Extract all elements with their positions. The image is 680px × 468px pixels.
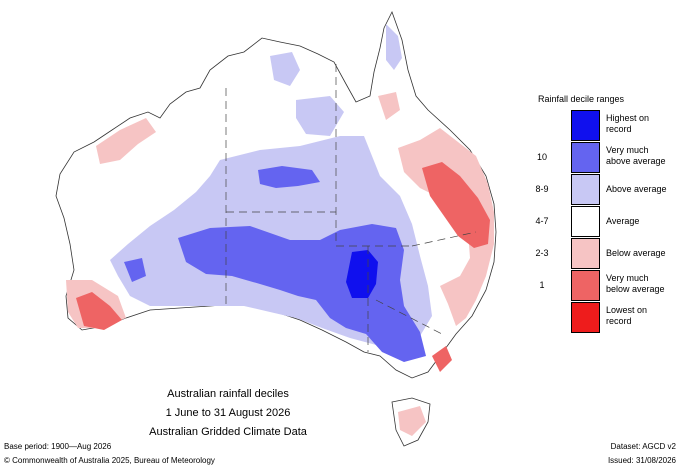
legend-label-line1: Lowest on xyxy=(606,305,648,315)
issued-date: Issued: 31/08/2026 xyxy=(607,456,676,465)
legend-row: 2-3 Below average xyxy=(522,238,672,269)
very-much-above-average-region-2 xyxy=(258,166,320,188)
state-borders xyxy=(225,64,477,352)
legend-range: 1 xyxy=(539,280,545,290)
legend-row: 1 Very much below average xyxy=(522,270,672,301)
legend-label: Highest on record xyxy=(606,113,672,135)
legend-row: Lowest on record xyxy=(522,302,672,333)
above-average-region-cape xyxy=(386,24,402,70)
legend-swatch xyxy=(571,302,600,333)
legend-label: Lowest on record xyxy=(606,305,672,327)
legend-label-line2: record xyxy=(606,316,632,326)
legend-label-line2: below average xyxy=(606,284,665,294)
legend-label: Very much above average xyxy=(606,145,672,167)
legend-label: Average xyxy=(606,216,672,227)
legend-label-line1: Below average xyxy=(606,248,666,258)
legend-swatch xyxy=(571,206,600,237)
legend-label: Very much below average xyxy=(606,273,672,295)
legend-label: Above average xyxy=(606,184,672,195)
legend-label-line1: Average xyxy=(606,216,640,226)
legend-row: Highest on record xyxy=(522,110,672,141)
below-average-region-east xyxy=(398,128,494,326)
below-average-region-cape xyxy=(378,92,400,120)
very-much-above-average-region-3 xyxy=(124,258,146,282)
dataset-label: Dataset: AGCD v2 xyxy=(610,442,676,451)
legend-swatch xyxy=(571,238,600,269)
legend-label-line2: above average xyxy=(606,156,666,166)
base-period: Base period: 1900—Aug 2026 xyxy=(4,442,112,451)
caption-source: Australian Gridded Climate Data xyxy=(149,426,307,438)
above-average-region-north xyxy=(296,96,344,136)
caption-date-range: 1 June to 31 August 2026 xyxy=(165,407,291,419)
legend-label-line1: Above average xyxy=(606,184,667,194)
legend-label-line1: Very much xyxy=(606,145,649,155)
caption-title: Australian rainfall deciles xyxy=(167,388,289,400)
below-average-region-tas xyxy=(398,406,426,436)
legend-row: 8-9 Above average xyxy=(522,174,672,205)
legend-label-line1: Very much xyxy=(606,273,649,283)
legend-range: 8-9 xyxy=(535,184,549,194)
legend-label-line1: Highest on xyxy=(606,113,650,123)
very-much-below-average-region-southwest xyxy=(76,292,122,330)
legend-title: Rainfall decile ranges xyxy=(538,94,625,104)
very-much-below-average-region-se xyxy=(432,346,452,372)
below-average-region-northwest xyxy=(96,118,156,164)
legend-label-line2: record xyxy=(606,124,632,134)
legend-swatch xyxy=(571,270,600,301)
legend-swatch xyxy=(571,142,600,173)
legend-swatch xyxy=(571,110,600,141)
legend-range: 2-3 xyxy=(535,248,549,258)
above-average-region-topend xyxy=(270,52,300,86)
highest-on-record-region xyxy=(346,250,378,298)
legend-row: 4-7 Average xyxy=(522,206,672,237)
legend-range: 4-7 xyxy=(535,216,549,226)
legend-swatch xyxy=(571,174,600,205)
legend-range: 10 xyxy=(536,152,547,162)
legend-label: Below average xyxy=(606,248,672,259)
very-much-below-average-region-east xyxy=(422,162,490,248)
legend-row: 10 Very much above average xyxy=(522,142,672,173)
copyright: © Commonwealth of Australia 2025, Bureau… xyxy=(4,456,215,465)
